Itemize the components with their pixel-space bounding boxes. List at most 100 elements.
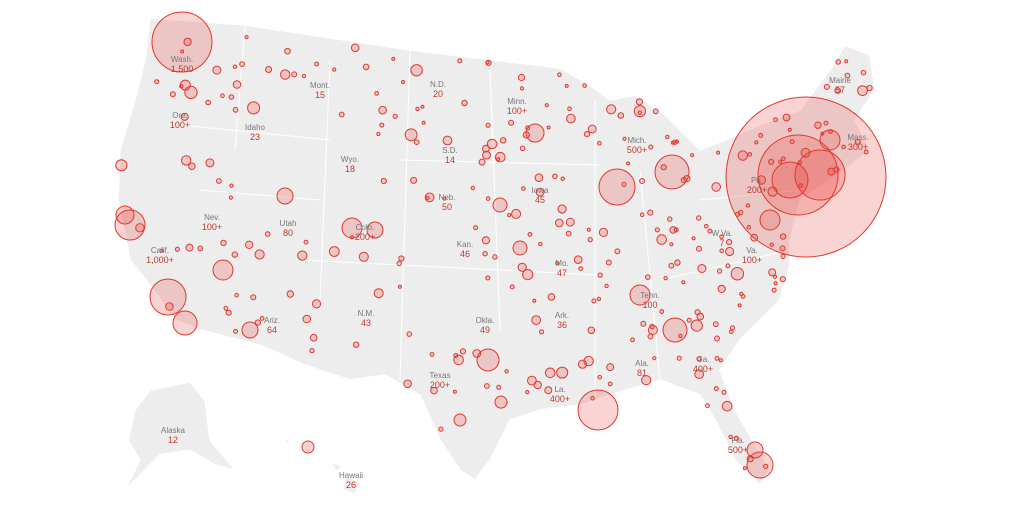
state-name: Texas (430, 371, 451, 380)
state-name: Maine (829, 76, 851, 85)
state-count: 46 (460, 249, 470, 259)
bubble (768, 268, 777, 277)
bubble (172, 310, 198, 336)
bubble (254, 249, 265, 260)
state-count: 45 (535, 195, 545, 205)
bubble (565, 230, 572, 237)
bubble (481, 236, 490, 245)
state-count: 100 (642, 300, 657, 310)
bubble (729, 325, 736, 331)
bubble (284, 47, 291, 55)
bubble (758, 132, 764, 138)
bubble (630, 337, 635, 343)
state-name: Fla. (731, 436, 744, 445)
bubble (461, 99, 468, 107)
state-name: Ore. (172, 111, 188, 120)
bubble (231, 251, 239, 258)
state-count: 36 (557, 320, 567, 330)
bubble (587, 237, 593, 243)
bubble (135, 223, 145, 233)
bubble (115, 159, 128, 172)
state-name: Ala. (635, 359, 649, 368)
bubble (328, 246, 340, 257)
bubble (301, 440, 315, 454)
bubble (531, 315, 542, 326)
bubble (429, 352, 435, 357)
bubble (746, 441, 764, 459)
bubble (725, 96, 887, 258)
bubble (115, 205, 135, 225)
bubble (844, 59, 849, 64)
state-name: Wash. (171, 55, 193, 64)
bubble (232, 80, 242, 89)
bubble (780, 253, 786, 259)
bubble (639, 212, 645, 217)
bubble (667, 216, 673, 222)
bubbles (114, 11, 887, 479)
bubble (725, 263, 731, 269)
bubble (492, 254, 498, 260)
state-count: 100+ (170, 120, 190, 130)
bubble (228, 195, 233, 200)
bubble (259, 316, 265, 321)
bubble (341, 217, 363, 239)
bubble (311, 299, 322, 309)
state-count: 50 (442, 202, 452, 212)
bubble (614, 248, 621, 255)
bubble (265, 66, 273, 73)
state-name: Ariz. (264, 316, 280, 325)
state-name: Okla. (476, 316, 495, 325)
bubble (476, 348, 500, 372)
bubble (781, 156, 786, 161)
bubble (546, 125, 551, 130)
bubble (547, 293, 556, 301)
bubble (769, 242, 774, 247)
bubble (794, 149, 846, 201)
bubble (180, 112, 189, 121)
state-name: Hawaii (339, 471, 363, 480)
bubble (587, 124, 597, 134)
bubble (380, 177, 387, 185)
bubble (233, 328, 239, 334)
bubble (154, 79, 160, 85)
bubble (648, 144, 654, 150)
bubble (486, 138, 498, 150)
bubble (733, 435, 740, 441)
bubble (376, 131, 381, 137)
state-count: 64 (267, 325, 277, 335)
bubble (662, 317, 688, 343)
bubble (373, 288, 384, 299)
bubble (512, 240, 528, 256)
bubble (746, 451, 774, 479)
bubble (557, 204, 567, 214)
bubble (778, 159, 783, 164)
bubble (617, 112, 625, 119)
bubble (302, 314, 312, 324)
bubble (485, 275, 491, 281)
bubble (205, 158, 215, 168)
bubble (425, 195, 430, 200)
bubble (725, 246, 735, 257)
bubble (668, 262, 675, 269)
bubble (598, 227, 609, 237)
bubble (303, 239, 309, 245)
bubble (633, 105, 647, 118)
bubble (560, 176, 565, 181)
bubble (714, 335, 720, 342)
bubble (681, 280, 686, 285)
bubble (459, 348, 467, 355)
state-count: 400+ (550, 394, 570, 404)
bubble (538, 241, 543, 247)
bubble (757, 134, 839, 216)
state-name: Ga. (697, 355, 710, 364)
bubble (639, 178, 646, 184)
state-count: 200+ (747, 185, 767, 195)
state-count: 49 (480, 325, 490, 335)
bubble (223, 305, 229, 311)
bubble (114, 209, 146, 241)
state-count: 200+ (355, 232, 375, 242)
bubble (703, 224, 709, 229)
bubble (165, 302, 174, 311)
bubble (742, 466, 747, 471)
